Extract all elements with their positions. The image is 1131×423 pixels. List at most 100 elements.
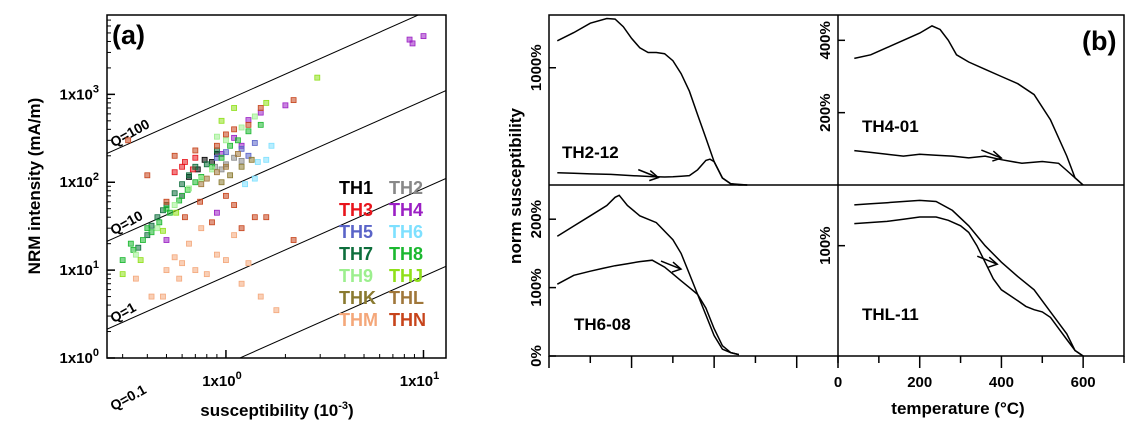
data-point (186, 185, 192, 192)
data-point (160, 293, 166, 300)
data-point (223, 192, 229, 199)
cooling-curve (854, 216, 1084, 357)
data-point (176, 275, 183, 282)
panel-a-xlabel: susceptibility (10-3) (200, 400, 353, 420)
y-tick-label: 1x103 (60, 83, 100, 103)
arrow-shaft (660, 260, 682, 270)
x-tick-label: 600 (1071, 374, 1096, 391)
data-point (238, 280, 245, 287)
x-tick-label: 200 (907, 374, 932, 391)
data-point (251, 140, 258, 146)
data-point (163, 237, 170, 243)
data-point (235, 151, 241, 157)
data-point (242, 181, 248, 188)
cooling-curve (556, 259, 740, 356)
q-line (107, 177, 446, 330)
data-point (137, 257, 144, 264)
data-point (132, 275, 139, 282)
legend-entry: TH4 (389, 200, 423, 220)
y-tick-label-exp: 0 (93, 347, 99, 359)
data-point (119, 257, 126, 264)
data-point (213, 169, 220, 176)
data-point (198, 225, 205, 232)
data-point (406, 36, 413, 43)
x-tick-label-base: 1x10 (400, 373, 433, 390)
data-point (132, 251, 139, 258)
data-point (192, 179, 199, 186)
x-tick-label-base: 1x10 (202, 373, 235, 390)
data-point (192, 147, 199, 154)
legend-entry: TH6 (389, 222, 423, 242)
data-point (173, 209, 180, 216)
data-point (245, 117, 252, 123)
y-tick-label: 100% (817, 226, 834, 264)
y-tick-label: 1x100 (60, 347, 100, 367)
panel-b-axes: 1000% 200% 400% 0% 100% 200% 100% 0 200 400 600 (528, 21, 1125, 391)
legend-entry: TH9 (339, 266, 373, 286)
q-line (107, 15, 420, 155)
data-point (218, 117, 225, 124)
data-point (179, 163, 186, 170)
data-point (203, 161, 210, 168)
data-point (245, 152, 252, 159)
data-point (314, 74, 321, 81)
y-tick-label-base: 1x10 (60, 262, 93, 279)
data-point (223, 163, 229, 170)
data-point (198, 181, 205, 188)
data-point (257, 293, 264, 300)
data-point (144, 172, 151, 179)
x-tick-label: 0 (834, 374, 842, 391)
data-point (254, 159, 261, 165)
arrow-head (649, 170, 660, 182)
data-point (238, 145, 245, 152)
panel-a-xlabel-main: susceptibility (10 (200, 401, 338, 420)
data-point (213, 133, 220, 140)
data-point (238, 157, 245, 164)
data-point (197, 198, 204, 205)
arrow-head (992, 150, 1003, 162)
data-point (290, 237, 297, 243)
legend-entry: THN (389, 310, 426, 330)
y-tick-label: 100% (528, 268, 545, 306)
y-tick-label-exp: 1 (93, 259, 99, 271)
data-point (263, 99, 270, 106)
data-point (179, 181, 186, 188)
legend-entry: TH7 (339, 244, 373, 264)
data-point (163, 267, 170, 274)
data-point (179, 192, 186, 199)
arrow-shaft (638, 168, 659, 179)
data-point (223, 149, 229, 156)
x-tick-label: 400 (989, 374, 1014, 391)
heating-curve (854, 199, 1084, 357)
panel-a-label: (a) (112, 20, 145, 50)
data-point (171, 202, 178, 208)
data-point (248, 156, 255, 163)
data-point (209, 219, 215, 226)
legend-entry: TH5 (339, 222, 373, 242)
data-point (156, 219, 163, 226)
y-tick-label: 200% (817, 93, 834, 131)
data-point (251, 113, 258, 120)
sample-label: TH4-01 (862, 117, 919, 136)
data-point (171, 152, 178, 159)
y-tick-label-exp: 3 (93, 83, 99, 95)
y-tick-label: 1000% (528, 44, 545, 91)
data-point (163, 205, 170, 212)
data-point (119, 271, 126, 278)
panel-b-curves: TH2-12 TH4-01 TH6-08 THL-11 (556, 17, 1084, 357)
data-point (268, 142, 275, 149)
data-point (231, 126, 238, 133)
data-point (231, 232, 238, 239)
data-point (238, 225, 245, 232)
data-point (227, 172, 234, 179)
legend-entry: THL (389, 288, 424, 308)
arrow-head (671, 261, 683, 273)
data-point (251, 214, 258, 221)
y-tick-label: 0% (528, 345, 545, 367)
data-point (209, 166, 215, 173)
legend-entry: TH3 (339, 200, 373, 220)
